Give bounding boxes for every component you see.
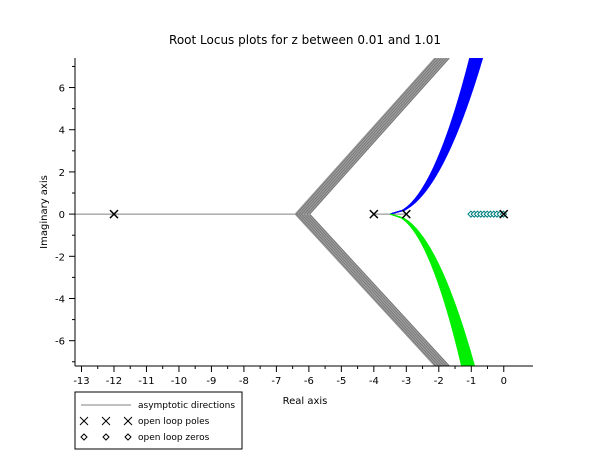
plot-area — [75, 58, 509, 366]
asymptote-1-line — [297, 213, 438, 366]
asymptote-1-line — [298, 213, 440, 366]
x-tick-label: -3 — [401, 376, 411, 387]
asymptote-0-line — [298, 58, 440, 215]
locus-branch-0-curve — [389, 58, 475, 215]
locus-branch-0-curve — [389, 58, 471, 215]
x-tick-label: -11 — [138, 376, 154, 387]
asymptote-0-line — [300, 58, 441, 215]
x-tick-label: -1 — [466, 376, 476, 387]
asymptote-1-line — [294, 213, 436, 366]
legend-pole-symbol — [123, 416, 133, 426]
locus-branch-0-curve — [389, 58, 476, 215]
legend-box — [74, 391, 243, 450]
asymptote-0-line — [297, 58, 438, 215]
x-tick-label: -13 — [73, 376, 89, 387]
x-tick-label: -4 — [369, 376, 379, 387]
legend-label: open loop zeros — [138, 433, 210, 443]
asymptote-0-line — [294, 58, 436, 215]
locus-branch-0-curve — [389, 58, 472, 215]
x-tick-label: -7 — [271, 376, 281, 387]
pole-marker — [401, 209, 411, 219]
x-tick-label: -5 — [336, 376, 346, 387]
locus-branch-0-curve — [389, 58, 475, 215]
plot-clip-group — [75, 58, 509, 366]
x-tick-label: -8 — [239, 376, 249, 387]
chart-title: Root Locus plots for z between 0.01 and … — [169, 33, 441, 47]
asymptote-1-line — [306, 213, 448, 366]
locus-branch-0-curve — [389, 58, 484, 215]
locus-branch-0-curve — [389, 58, 474, 215]
y-axis-label: Imaginary axis — [39, 175, 50, 249]
locus-branch-1 — [389, 213, 475, 366]
asymptote-1-line — [304, 213, 445, 366]
asymptote-1-line — [302, 213, 444, 366]
x-tick-label: -2 — [434, 376, 444, 387]
asymptote-1-line — [301, 213, 442, 366]
legend: asymptotic directions open loop poles open… — [74, 391, 243, 450]
asymptote-0 — [294, 58, 450, 215]
axes: -13 -12 -11 -10 -9 -8 -7 -6 -5 -4 -3 -2 -1 0-6-4-2024… — [55, 58, 533, 387]
locus-branch-0-curve — [389, 58, 473, 215]
open-loop-poles — [109, 209, 509, 219]
legend-zero-symbol — [124, 433, 132, 441]
x-tick-label: -10 — [171, 376, 187, 387]
y-tick-label: 6 — [59, 84, 65, 95]
y-tick-label: -4 — [55, 294, 65, 305]
legend-pole-symbol — [79, 416, 89, 426]
y-tick-label: 2 — [59, 168, 65, 179]
pole-marker — [369, 209, 379, 219]
locus-branch-0-curve — [389, 58, 473, 215]
locus-branch-0 — [389, 58, 484, 215]
asymptote-0-line — [296, 58, 437, 215]
y-tick-label: -2 — [55, 252, 65, 263]
locus-branch-1-curve — [389, 213, 475, 366]
asymptote-0-line — [307, 58, 449, 215]
legend-label: open loop poles — [138, 417, 210, 427]
pole-marker — [109, 209, 119, 219]
legend-zero-symbol — [80, 433, 88, 441]
locus-branch-0-curve — [389, 58, 471, 215]
legend-pole-symbol — [101, 416, 111, 426]
asymptote-0-line — [302, 58, 444, 215]
asymptote-1 — [294, 213, 450, 366]
asymptote-1-line — [300, 213, 441, 366]
asymptote-1-line — [296, 213, 437, 366]
asymptote-0-line — [309, 58, 450, 215]
asymptote-1-line — [307, 213, 449, 366]
asymptote-0-line — [305, 58, 446, 215]
x-tick-label: -9 — [206, 376, 216, 387]
x-tick-label: 0 — [501, 376, 507, 387]
pole-marker — [499, 209, 509, 219]
locus-branch-0-curve — [389, 58, 474, 215]
x-axis-label: Real axis — [283, 396, 328, 407]
y-tick-label: 0 — [59, 210, 65, 221]
locus-branch-0-curve — [389, 58, 473, 215]
asymptote-1-line — [305, 213, 446, 366]
x-tick-label: -12 — [106, 376, 122, 387]
legend-label: asymptotic directions — [138, 401, 235, 411]
asymptote-0-line — [306, 58, 448, 215]
asymptote-0-line — [301, 58, 442, 215]
y-tick-label: -6 — [55, 337, 65, 348]
locus-branch-0-curve — [389, 58, 476, 215]
y-tick-label: 4 — [59, 126, 65, 137]
asymptote-1-line — [309, 213, 450, 366]
legend-zero-symbol — [102, 433, 110, 441]
asymptote-0-line — [303, 58, 445, 215]
x-tick-label: -6 — [304, 376, 314, 387]
locus-branch-0-curve — [389, 58, 472, 215]
